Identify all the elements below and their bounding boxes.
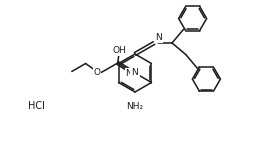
- Text: N: N: [155, 33, 162, 42]
- Text: NH₂: NH₂: [126, 102, 143, 111]
- Text: HCl: HCl: [28, 101, 45, 111]
- Text: OH: OH: [113, 46, 126, 55]
- Text: N: N: [131, 68, 138, 77]
- Text: NH: NH: [126, 68, 139, 77]
- Text: O: O: [93, 68, 100, 77]
